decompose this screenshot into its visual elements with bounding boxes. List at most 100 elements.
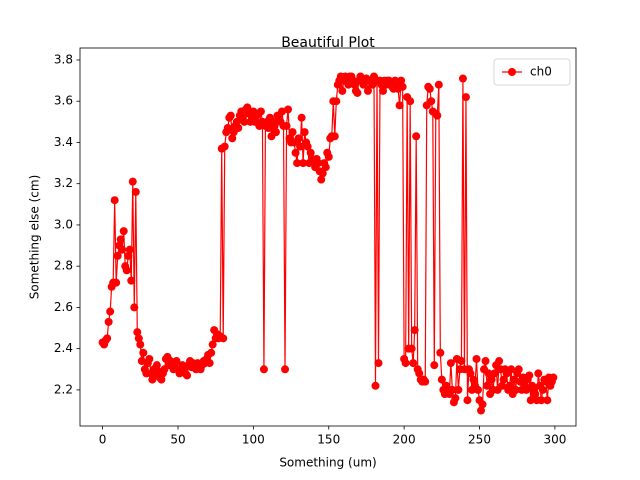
plot-frame (79, 47, 577, 427)
data-point (137, 357, 146, 366)
data-point (259, 365, 268, 374)
data-point (436, 348, 445, 357)
data-point (256, 107, 265, 116)
data-point (116, 235, 125, 244)
data-point (318, 169, 327, 178)
data-point (317, 175, 326, 184)
data-point (474, 385, 483, 394)
data-point (226, 111, 235, 120)
data-point (294, 134, 303, 143)
y-tick-label: 3.6 (54, 94, 73, 108)
data-point (106, 307, 115, 316)
y-tick-label: 2.6 (54, 300, 73, 314)
data-point (511, 385, 520, 394)
data-point (264, 124, 273, 133)
data-point (314, 159, 323, 168)
data-point (122, 266, 131, 275)
y-tick-label: 3.4 (54, 135, 73, 149)
data-point (483, 381, 492, 390)
data-point (484, 369, 493, 378)
data-point (240, 117, 249, 126)
data-point (410, 326, 419, 335)
data-point (134, 334, 143, 343)
data-point (131, 187, 140, 196)
data-point (430, 361, 439, 370)
data-point (525, 371, 534, 380)
data-point (127, 276, 136, 285)
data-point (531, 390, 540, 399)
data-point (526, 396, 535, 405)
data-point (498, 381, 507, 390)
y-tick-label: 3.8 (54, 52, 73, 66)
data-point (437, 375, 446, 384)
y-tick-label: 2.4 (54, 341, 73, 355)
data-point (458, 74, 467, 83)
y-tick-label: 2.2 (54, 382, 73, 396)
data-point (433, 111, 442, 120)
data-point (338, 86, 347, 95)
data-point (457, 357, 466, 366)
data-point (112, 278, 121, 287)
y-tick-label: 3.0 (54, 217, 73, 231)
data-point (223, 124, 232, 133)
data-point (472, 354, 481, 363)
data-point (104, 317, 113, 326)
data-point (466, 369, 475, 378)
data-point (454, 385, 463, 394)
y-tick-label: 3.2 (54, 176, 73, 190)
data-point (490, 369, 499, 378)
data-point (130, 303, 139, 312)
data-point (282, 121, 291, 130)
data-point (421, 377, 430, 386)
data-point (407, 344, 416, 353)
x-tick-label: 0 (99, 433, 107, 447)
data-point (183, 371, 192, 380)
data-point (303, 142, 312, 151)
data-point (152, 361, 161, 370)
data-point (208, 340, 217, 349)
data-point (124, 251, 133, 260)
data-point (332, 97, 341, 106)
data-point (172, 357, 181, 366)
data-point (103, 334, 112, 343)
x-tick-label: 250 (468, 433, 491, 447)
x-tick-label: 200 (393, 433, 416, 447)
data-point (145, 354, 154, 363)
data-point (299, 159, 308, 168)
data-point (461, 93, 470, 102)
data-point (510, 375, 519, 384)
data-point (281, 365, 290, 374)
data-point (401, 359, 410, 368)
data-point (507, 365, 516, 374)
data-point (300, 128, 309, 137)
data-point (270, 121, 279, 130)
data-point (207, 348, 216, 357)
data-point (297, 113, 306, 122)
data-point (398, 82, 407, 91)
data-point (487, 375, 496, 384)
data-point (330, 132, 339, 141)
data-point (409, 359, 418, 368)
data-point (451, 394, 460, 403)
data-point (136, 340, 145, 349)
data-point (125, 245, 134, 254)
data-point (321, 163, 330, 172)
y-axis-label: Something else (cm) (28, 175, 42, 300)
data-point (157, 375, 166, 384)
legend-box (493, 58, 571, 86)
data-point (534, 369, 543, 378)
data-point (374, 359, 383, 368)
data-point (113, 251, 122, 260)
data-point (415, 369, 424, 378)
data-point (434, 80, 443, 89)
data-point (448, 385, 457, 394)
data-point (119, 227, 128, 236)
data-point (522, 385, 531, 394)
data-point (271, 128, 280, 137)
data-point (291, 148, 300, 157)
data-point (395, 101, 404, 110)
y-tick-label: 2.8 (54, 259, 73, 273)
data-point (243, 103, 252, 112)
x-tick-label: 100 (242, 433, 265, 447)
data-point (234, 124, 243, 133)
